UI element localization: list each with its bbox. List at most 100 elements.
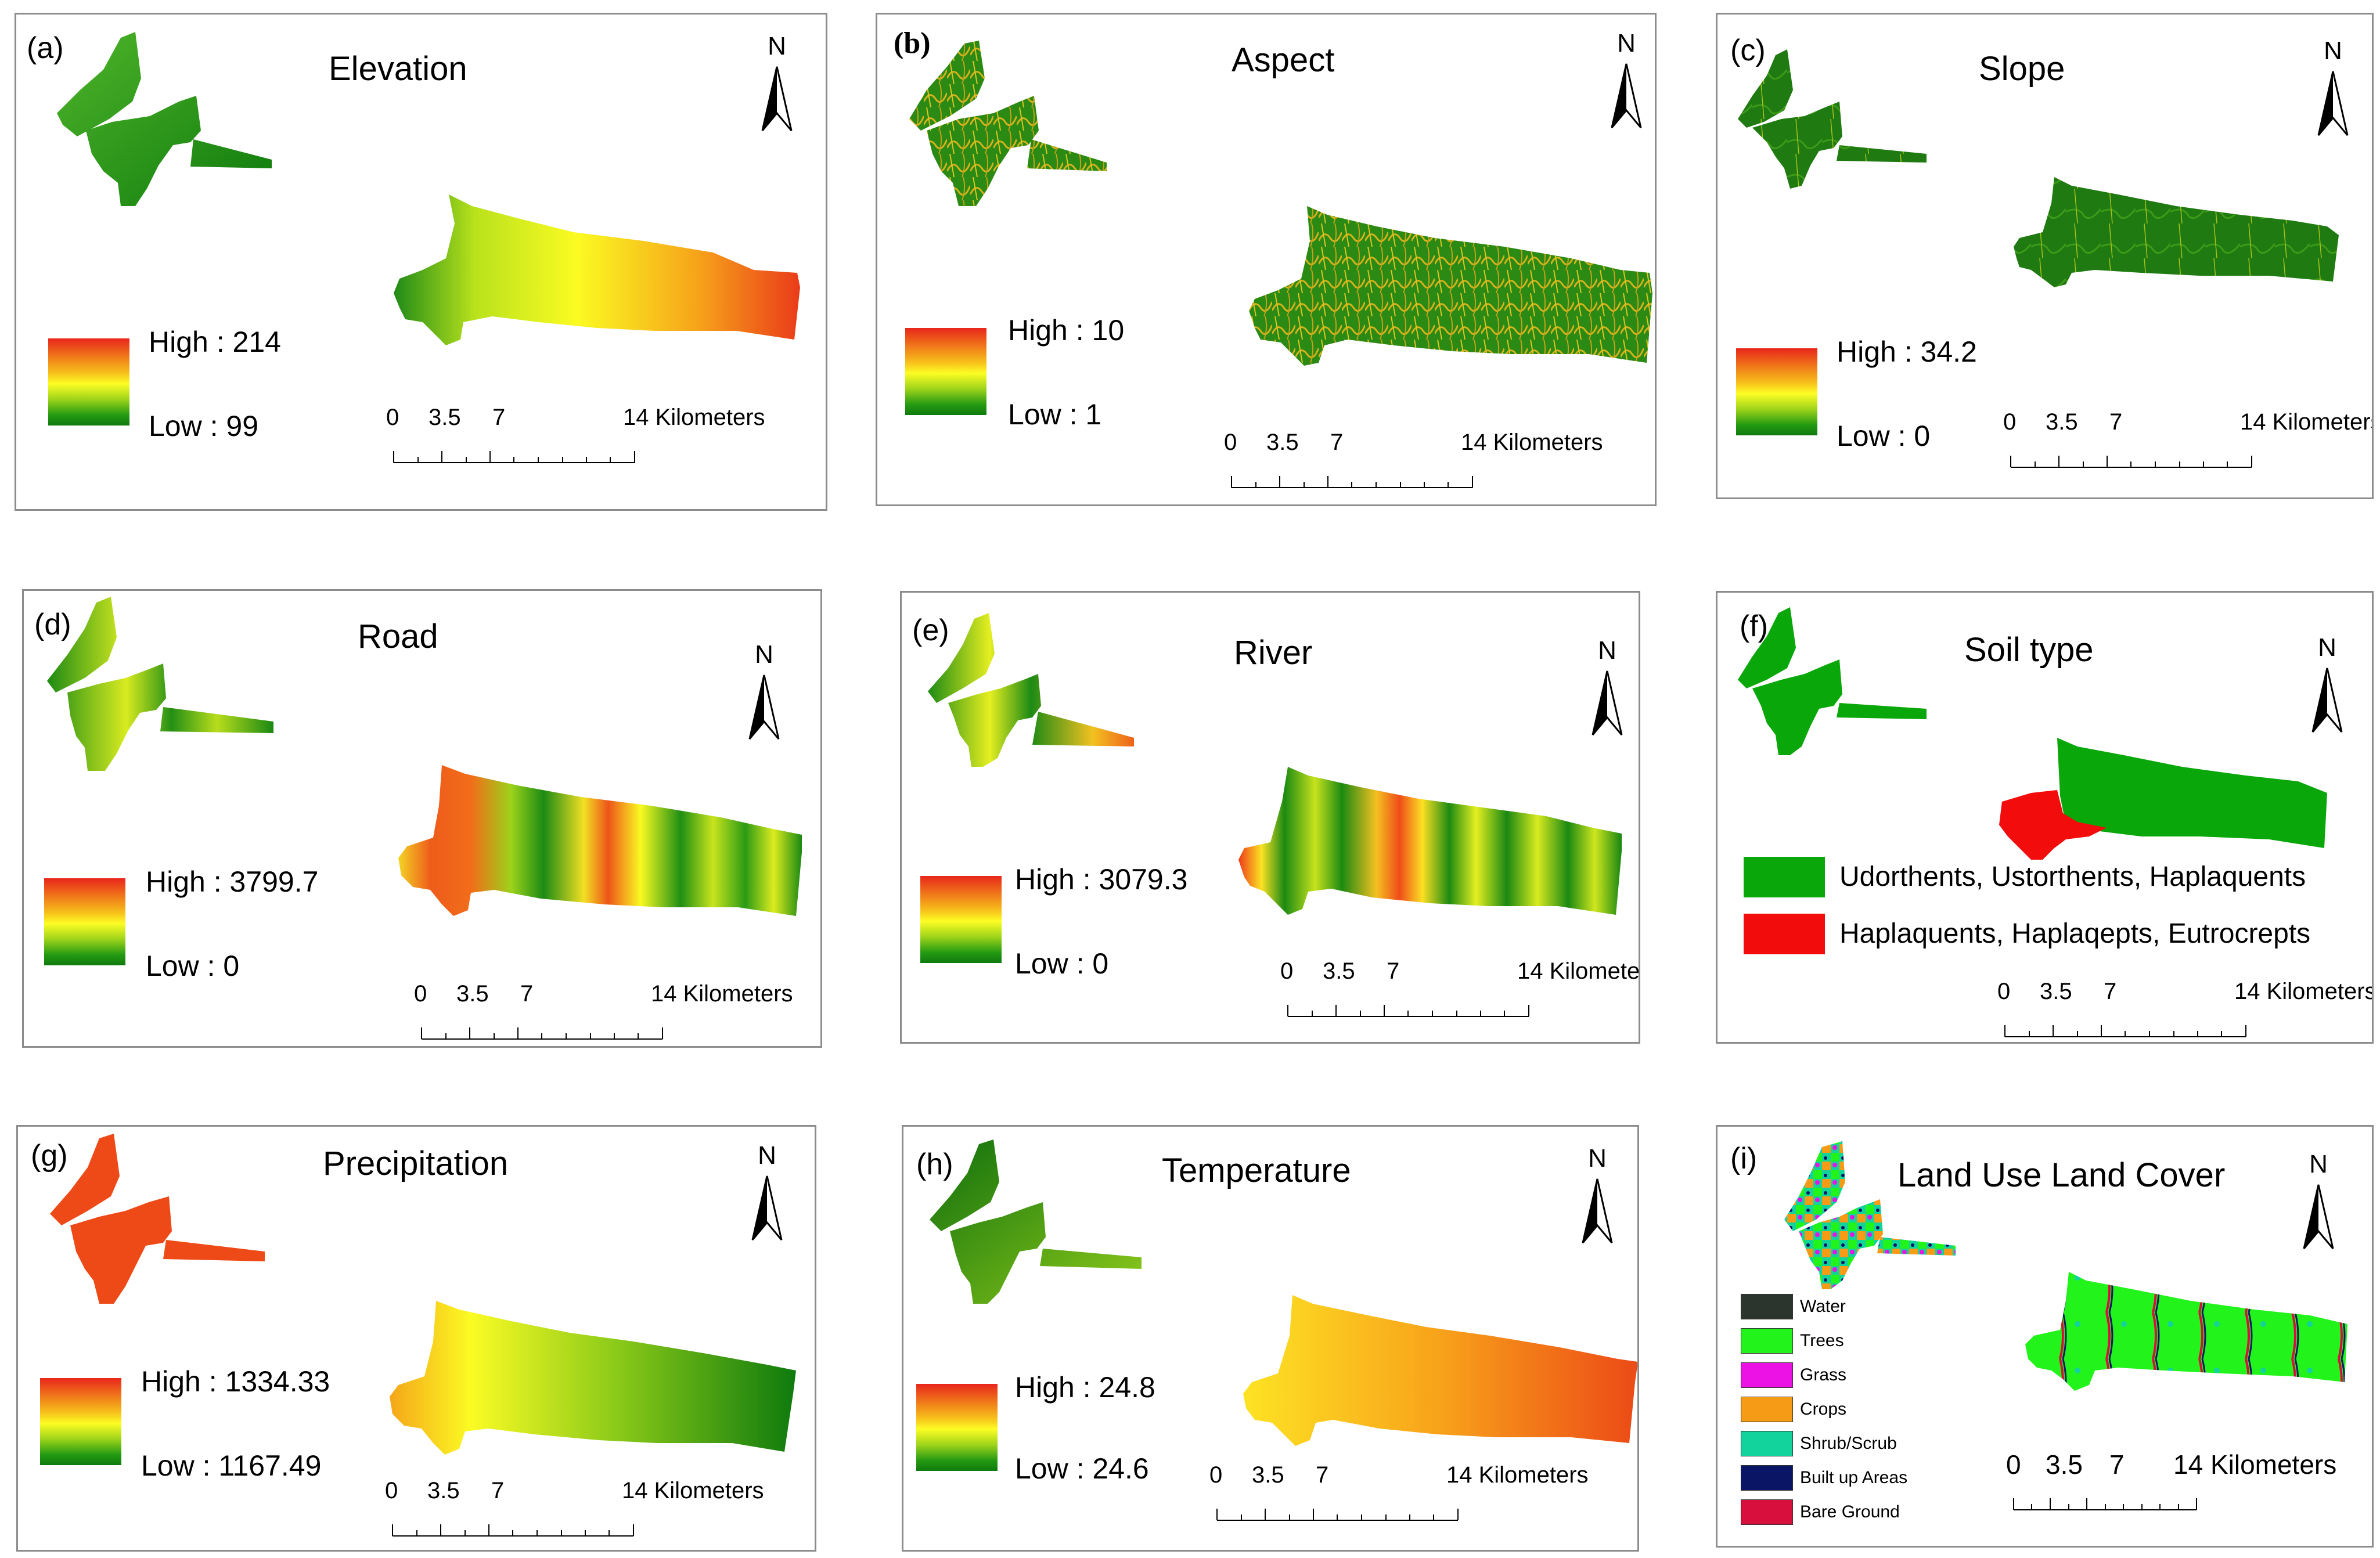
legend-color-ramp <box>40 1378 121 1465</box>
north-label: N <box>768 32 786 60</box>
scale-bar: 0 3.5 7 14 Kilometers <box>1996 409 2372 479</box>
scale-tick-3-5: 3.5 <box>429 405 461 430</box>
scale-tick-0: 0 <box>2006 1449 2021 1480</box>
legend-low: Low : 0 <box>146 950 240 982</box>
scale-tick-0: 0 <box>2003 409 2017 435</box>
legend-swatch-soil-2 <box>1744 914 1825 954</box>
legend-high: High : 3799.7 <box>146 865 319 898</box>
panel-aspect: (b) Aspect High : 10 Low : 1 N 0 3.5 7 1… <box>876 13 1657 506</box>
north-label: N <box>2309 1150 2328 1178</box>
scale-tick-14-km: 14 Kilometers <box>651 981 793 1007</box>
scale-bar: 0 3.5 7 14 Kilometers <box>1202 1462 1589 1532</box>
inset-study-area <box>930 1139 1142 1304</box>
legend-crops: Crops <box>1800 1400 1847 1419</box>
map-graphics <box>1738 49 2339 287</box>
panel-temperature: (h) Temperature High : 24.8 Low : 24.6 N… <box>902 1125 1639 1552</box>
scale-tick-7: 7 <box>1330 430 1344 455</box>
map-graphics <box>57 32 800 345</box>
panel-land-use-land-cover: (i) Land Use Land Cover Water Trees Gras… <box>1716 1125 2374 1548</box>
map-title: Land Use Land Cover <box>1897 1156 2226 1194</box>
inset-study-area <box>1738 607 1927 755</box>
scale-tick-7: 7 <box>2104 979 2117 1004</box>
scale-tick-0: 0 <box>1224 430 1237 455</box>
map-title: Temperature <box>1162 1152 1351 1189</box>
legend-water: Water <box>1800 1297 1846 1316</box>
north-arrow: N <box>1587 636 1628 746</box>
north-label: N <box>1598 636 1616 665</box>
scale-tick-7: 7 <box>492 405 506 430</box>
legend-built-up-areas: Built up Areas <box>1800 1468 1908 1487</box>
north-arrow: N <box>1606 29 1647 139</box>
scale-tick-14-km: 14 Kilometers <box>1517 958 1640 984</box>
scale-bar: 0 3.5 7 14 Kilometers <box>378 1478 764 1548</box>
legend-swatch-trees <box>1741 1328 1793 1354</box>
map-graphics <box>50 1134 796 1455</box>
scale-tick-7: 7 <box>2109 409 2123 435</box>
legend-color-ramp <box>1736 348 1817 435</box>
north-label: N <box>755 640 773 669</box>
map-title: River <box>1234 634 1313 672</box>
legend-low: Low : 0 <box>1015 947 1109 980</box>
scale-tick-0: 0 <box>1997 979 2011 1004</box>
scale-tick-14-km: 14 Kilometers <box>2173 1449 2337 1480</box>
map-graphics <box>47 597 802 916</box>
map-title: Slope <box>1979 50 2065 88</box>
legend-high: High : 34.2 <box>1837 336 1977 368</box>
scale-tick-7: 7 <box>491 1478 505 1503</box>
panel-label: (g) <box>31 1139 68 1173</box>
scale-bar: 0 3.5 7 14 Kilometers <box>1217 430 1603 499</box>
scale-tick-3-5: 3.5 <box>1266 430 1299 455</box>
legend-low: Low : 1167.49 <box>141 1449 322 1482</box>
legend-swatch-built-up-areas <box>1741 1465 1793 1491</box>
north-arrow: N <box>757 32 797 142</box>
scale-tick-14-km: 14 Kilometers <box>1446 1462 1589 1488</box>
legend-swatch-grass <box>1741 1362 1793 1388</box>
legend-soil-1: Udorthents, Ustorthents, Haplaquents <box>1839 861 2306 892</box>
panel-label: (c) <box>1730 34 1766 67</box>
legend-high: High : 214 <box>149 326 281 358</box>
legend-color-ramp <box>920 876 1002 963</box>
legend-swatch-bare-ground <box>1741 1499 1793 1525</box>
legend-trees: Trees <box>1800 1331 1844 1350</box>
legend-color-ramp <box>905 328 986 415</box>
scale-tick-0: 0 <box>386 405 399 430</box>
map-graphics <box>928 613 1622 915</box>
scale-tick-0: 0 <box>414 981 427 1007</box>
panel-label: (h) <box>916 1148 953 1181</box>
panel-soil-type: (f) Soil type Udorthents, Ustorthents, H… <box>1716 591 2374 1044</box>
inset-study-area <box>909 41 1107 206</box>
scale-tick-3-5: 3.5 <box>427 1478 460 1503</box>
study-area-raster <box>394 194 800 345</box>
scale-tick-7: 7 <box>520 981 534 1007</box>
panel-precipitation: (g) Precipitation High : 1334.33 Low : 1… <box>16 1125 816 1552</box>
study-area-raster <box>390 1301 796 1455</box>
legend-high: High : 10 <box>1008 314 1125 347</box>
scale-tick-3-5: 3.5 <box>1323 958 1355 984</box>
panel-label: (e) <box>912 614 949 647</box>
legend-color-ramp <box>916 1384 998 1471</box>
inset-study-area <box>928 613 1134 767</box>
scale-tick-3-5: 3.5 <box>2046 1449 2083 1480</box>
scale-tick-14-km: 14 Kilometers <box>2240 409 2374 435</box>
panel-elevation: (a) Elevation High : 214 Low : 99 N 0 3.… <box>15 13 827 511</box>
map-title: Precipitation <box>323 1145 509 1182</box>
study-area-raster <box>1243 1295 1637 1446</box>
legend-swatch-water <box>1741 1294 1793 1319</box>
north-label: N <box>1588 1144 1607 1173</box>
map-title: Elevation <box>329 50 467 88</box>
legend-high: High : 3079.3 <box>1015 863 1188 896</box>
inset-study-area <box>57 32 272 206</box>
scale-tick-7: 7 <box>2109 1449 2125 1480</box>
map-title: Soil type <box>1964 631 2094 669</box>
scale-tick-14-km: 14 Kilometers <box>623 405 765 430</box>
panel-road: (d) Road High : 3799.7 Low : 0 N 0 3.5 7… <box>22 589 822 1048</box>
panel-label: (f) <box>1740 610 1769 643</box>
inset-study-area <box>1784 1141 1956 1289</box>
legend-grass: Grass <box>1800 1365 1847 1384</box>
study-area-raster <box>1238 767 1622 915</box>
legend-soil-2: Haplaquents, Haplaqepts, Eutrocrepts <box>1839 918 2311 949</box>
scale-tick-3-5: 3.5 <box>1252 1462 1284 1488</box>
scale-bar: 0 3.5 7 14 Kilometers <box>379 405 765 474</box>
scale-bar: 0 3.5 7 14 Kilometers <box>1999 1449 2336 1519</box>
north-arrow: N <box>2313 37 2353 147</box>
